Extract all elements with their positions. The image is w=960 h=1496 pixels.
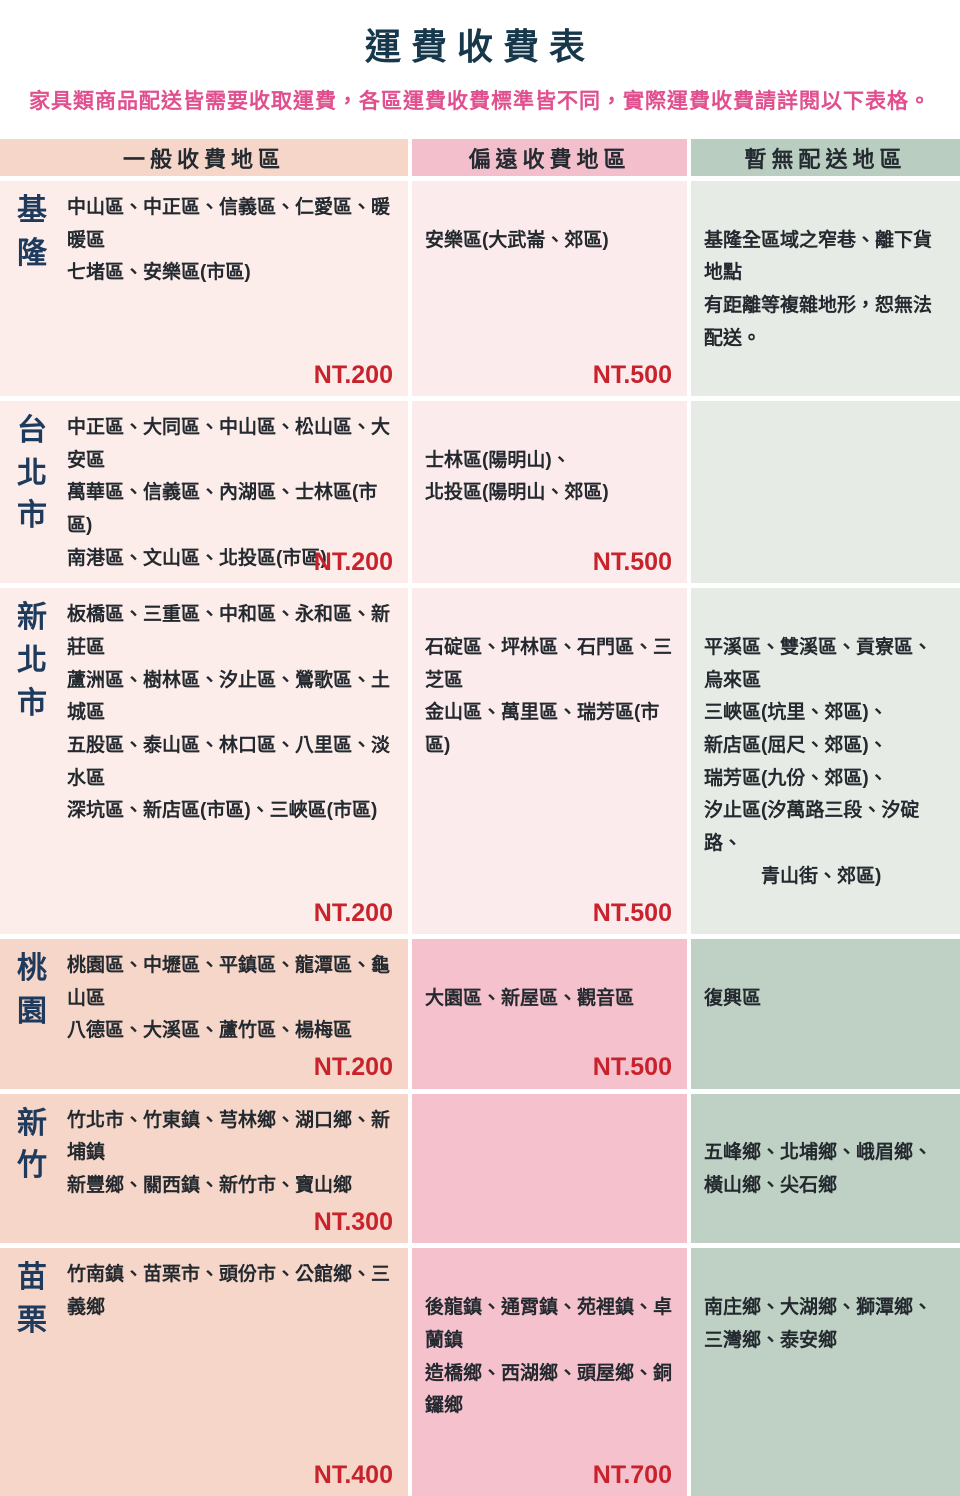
- region-label: 新北市: [17, 601, 47, 720]
- remote-areas: 大園區、新屋區、觀音區: [425, 987, 635, 1009]
- general-price: NT.200: [313, 898, 393, 927]
- remote-areas: 後龍鎮、通霄鎮、苑裡鎮、卓蘭鎮 造橋鄉、西湖鄉、頭屋鄉、銅鑼鄉: [425, 1297, 673, 1417]
- remote-areas: [412, 1126, 687, 1145]
- cell-no-delivery-new-taipei: 平溪區、雙溪區、貢寮區、烏來區 三峽區(坑里、郊區)、 新店區(屈尺、郊區)、 …: [691, 588, 960, 935]
- no-delivery-areas: 平溪區、雙溪區、貢寮區、烏來區 三峽區(坑里、郊區)、 新店區(屈尺、郊區)、 …: [704, 637, 933, 887]
- cell-remote-miaoli: 後龍鎮、通霄鎮、苑裡鎮、卓蘭鎮 造橋鄉、西湖鄉、頭屋鄉、銅鑼鄉 NT.700: [412, 1248, 687, 1496]
- remote-price: NT.500: [592, 898, 672, 927]
- general-areas: 中正區、大同區、中山區、松山區、大安區 萬華區、信義區、內湖區、士林區(市區) …: [67, 417, 391, 569]
- remote-price: NT.500: [592, 1053, 672, 1082]
- general-price: NT.200: [313, 360, 393, 389]
- cell-general-taipei: 台北市 中正區、大同區、中山區、松山區、大安區 萬華區、信義區、內湖區、士林區(…: [0, 401, 408, 584]
- general-price: NT.400: [313, 1460, 393, 1489]
- page-subtitle: 家具類商品配送皆需要收取運費，各區運費收費標準皆不同，實際運費收費請詳閱以下表格…: [29, 90, 931, 113]
- shipping-fee-page: 運費收費表 家具類商品配送皆需要收取運費，各區運費收費標準皆不同，實際運費收費請…: [0, 26, 960, 1496]
- column-header-remote: 偏遠收費地區: [412, 139, 687, 176]
- cell-remote-taoyuan: 大園區、新屋區、觀音區 NT.500: [412, 939, 687, 1089]
- cell-general-hsinchu: 新竹 竹北市、竹東鎮、芎林鄉、湖口鄉、新埔鎮 新豐鄉、關西鎮、新竹市、寶山鄉 N…: [0, 1093, 408, 1244]
- cell-general-new-taipei: 新北市 板橋區、三重區、中和區、永和區、新莊區 蘆洲區、樹林區、汐止區、鶯歌區、…: [0, 588, 408, 935]
- cell-no-delivery-keelung: 基隆全區域之窄巷、離下貨地點 有距離等複雜地形，恕無法配送。: [691, 181, 960, 397]
- region-label: 新竹: [17, 1106, 47, 1183]
- remote-areas: 石碇區、坪林區、石門區、三芝區 金山區、萬里區、瑞芳區(市區): [425, 637, 673, 757]
- cell-no-delivery-taoyuan: 復興區: [691, 939, 960, 1089]
- remote-areas: 安樂區(大武崙、郊區): [425, 229, 609, 251]
- no-delivery-areas: 五峰鄉、北埔鄉、峨眉鄉、 橫山鄉、尖石鄉: [704, 1142, 933, 1197]
- no-delivery-areas: 基隆全區域之窄巷、離下貨地點 有距離等複雜地形，恕無法配送。: [704, 229, 933, 349]
- cell-remote-new-taipei: 石碇區、坪林區、石門區、三芝區 金山區、萬里區、瑞芳區(市區) NT.500: [412, 588, 687, 935]
- column-header-general: 一般收費地區: [0, 139, 408, 176]
- remote-price: NT.700: [592, 1460, 672, 1489]
- remote-price: NT.500: [592, 547, 672, 576]
- region-label: 台北市: [17, 414, 47, 533]
- cell-remote-keelung: 安樂區(大武崙、郊區) NT.500: [412, 181, 687, 397]
- cell-no-delivery-taipei: [691, 401, 960, 584]
- general-areas: 板橋區、三重區、中和區、永和區、新莊區 蘆洲區、樹林區、汐止區、鶯歌區、土城區 …: [67, 604, 391, 822]
- region-label: 桃園: [17, 952, 47, 1028]
- no-delivery-areas: [691, 434, 960, 453]
- region-label: 基隆: [17, 194, 47, 270]
- cell-no-delivery-hsinchu: 五峰鄉、北埔鄉、峨眉鄉、 橫山鄉、尖石鄉: [691, 1093, 960, 1244]
- cell-remote-taipei: 士林區(陽明山)、 北投區(陽明山、郊區) NT.500: [412, 401, 687, 584]
- cell-general-keelung: 基隆 中山區、中正區、信義區、仁愛區、暖暖區 七堵區、安樂區(市區) NT.20…: [0, 181, 408, 397]
- cell-general-taoyuan: 桃園 桃園區、中壢區、平鎮區、龍潭區、龜山區 八德區、大溪區、蘆竹區、楊梅區 N…: [0, 939, 408, 1089]
- page-title: 運費收費表: [364, 26, 595, 67]
- no-delivery-areas: 南庄鄉、大湖鄉、獅潭鄉、 三灣鄉、泰安鄉: [704, 1297, 933, 1351]
- shipping-fee-table: 一般收費地區 偏遠收費地區 暫無配送地區 基隆 中山區、中正區、信義區、仁愛區、…: [0, 139, 960, 1496]
- general-areas: 竹南鎮、苗栗市、頭份市、公館鄉、三義鄉: [67, 1264, 391, 1319]
- no-delivery-areas: 復興區: [704, 987, 762, 1009]
- region-label: 苗栗: [17, 1261, 47, 1338]
- general-price: NT.200: [313, 547, 393, 576]
- general-areas: 中山區、中正區、信義區、仁愛區、暖暖區 七堵區、安樂區(市區): [67, 197, 391, 284]
- cell-remote-hsinchu: [412, 1093, 687, 1244]
- general-price: NT.200: [313, 1053, 393, 1082]
- cell-no-delivery-miaoli: 南庄鄉、大湖鄉、獅潭鄉、 三灣鄉、泰安鄉: [691, 1248, 960, 1496]
- column-header-no-delivery: 暫無配送地區: [691, 139, 960, 176]
- cell-general-miaoli: 苗栗 竹南鎮、苗栗市、頭份市、公館鄉、三義鄉 NT.400: [0, 1248, 408, 1496]
- remote-price: NT.500: [592, 360, 672, 389]
- remote-areas: 士林區(陽明山)、 北投區(陽明山、郊區): [425, 449, 609, 504]
- general-price: NT.300: [313, 1207, 393, 1236]
